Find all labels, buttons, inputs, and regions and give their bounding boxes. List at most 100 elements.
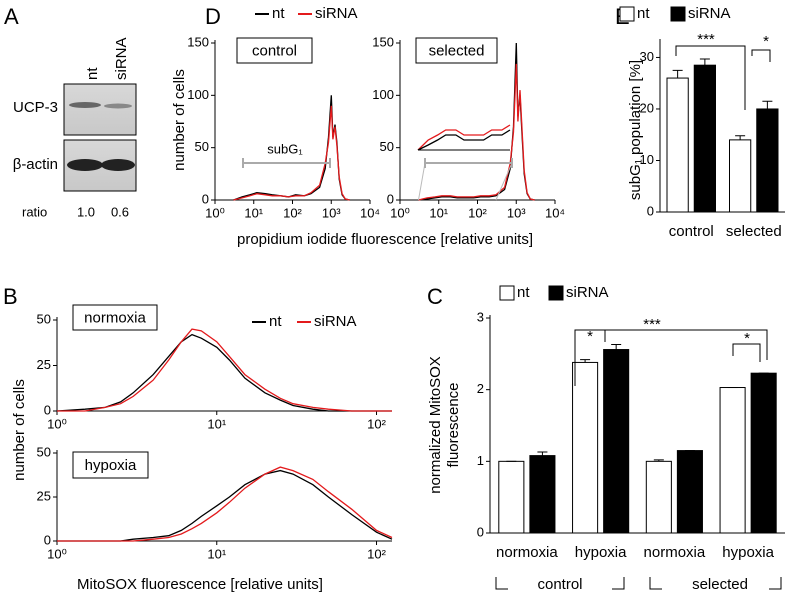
label-box bbox=[415, 37, 498, 64]
y-axis-label: fluorescence bbox=[445, 382, 462, 467]
inset-line bbox=[417, 124, 511, 151]
inset-line bbox=[417, 129, 511, 151]
row-label: β-actin bbox=[13, 156, 58, 173]
panel-letter: C bbox=[427, 284, 443, 309]
legend-label: siRNA bbox=[688, 5, 731, 22]
error-bar bbox=[580, 359, 591, 363]
x-axis-label: MitoSOX fluorescence [relative units] bbox=[77, 576, 323, 593]
blot-band bbox=[101, 159, 135, 171]
x-tick-label: 10³ bbox=[322, 205, 341, 220]
bar bbox=[756, 108, 779, 213]
legend-swatch bbox=[548, 285, 564, 301]
box-label: selected bbox=[429, 42, 485, 59]
error-bar bbox=[762, 100, 773, 109]
error-bar bbox=[653, 459, 664, 462]
significance-label: *** bbox=[643, 316, 661, 333]
subg1-bracket bbox=[242, 158, 331, 168]
legend-label: nt bbox=[272, 5, 285, 22]
significance-bracket bbox=[575, 329, 768, 360]
x-tick-label: 10⁴ bbox=[545, 205, 565, 220]
y-tick-label: 0 bbox=[202, 191, 209, 206]
histogram-line bbox=[57, 328, 392, 412]
y-tick-label: 1 bbox=[477, 453, 484, 468]
lane-label: siRNA bbox=[113, 37, 130, 80]
bar bbox=[666, 77, 689, 213]
y-tick-label: 0 bbox=[44, 532, 51, 547]
error-bar bbox=[672, 69, 683, 79]
y-tick-label: 50 bbox=[380, 139, 394, 154]
group-label: control bbox=[537, 576, 582, 593]
bar bbox=[750, 372, 777, 534]
y-tick-label: 100 bbox=[372, 87, 394, 102]
x-tick-label: 10⁰ bbox=[47, 416, 67, 431]
x-tick-label: 10¹ bbox=[207, 546, 226, 561]
box-label: hypoxia bbox=[85, 457, 137, 474]
ratio-value: 0.6 bbox=[111, 204, 129, 219]
y-tick-label: 0 bbox=[44, 402, 51, 417]
y-tick-label: 50 bbox=[37, 444, 51, 459]
lane-label: nt bbox=[84, 67, 101, 80]
x-tick-label: 10² bbox=[367, 416, 386, 431]
y-tick-label: 2 bbox=[477, 381, 484, 396]
histogram-line bbox=[57, 466, 393, 542]
box-label: normoxia bbox=[84, 309, 146, 326]
significance-label: *** bbox=[697, 31, 715, 48]
x-tick-label: hypoxia bbox=[722, 544, 774, 561]
x-tick-label: 10¹ bbox=[207, 416, 226, 431]
x-axis-label: propidium iodide fluorescence [relative … bbox=[237, 231, 533, 248]
histogram-line bbox=[56, 333, 392, 412]
x-tick-label: 10² bbox=[468, 205, 487, 220]
y-tick-label: 0 bbox=[477, 524, 484, 539]
legend-swatch bbox=[670, 6, 686, 22]
group-label: selected bbox=[692, 576, 748, 593]
x-tick-label: 10⁰ bbox=[47, 546, 67, 561]
bar bbox=[529, 455, 556, 534]
legend-label: nt bbox=[517, 284, 530, 301]
significance-bracket bbox=[675, 45, 746, 110]
histogram-line bbox=[418, 63, 535, 201]
legend-swatch bbox=[499, 285, 515, 301]
panel-letter: D bbox=[205, 4, 221, 29]
blot-frame bbox=[63, 83, 137, 136]
label-box bbox=[72, 304, 158, 331]
x-tick-label: hypoxia bbox=[575, 544, 627, 561]
error-bar bbox=[611, 344, 622, 350]
group-bracket bbox=[495, 577, 625, 590]
error-bar bbox=[699, 58, 710, 66]
y-tick-label: 0 bbox=[647, 203, 654, 218]
subg1-bracket bbox=[424, 158, 513, 168]
bar bbox=[498, 460, 525, 534]
blot-band bbox=[67, 159, 103, 171]
panel-letter: A bbox=[4, 4, 19, 29]
label-box bbox=[236, 37, 313, 64]
box-label: control bbox=[252, 42, 297, 59]
ratio-label: ratio bbox=[22, 204, 47, 219]
y-axis-label: number of cells bbox=[171, 69, 188, 171]
legend-label: siRNA bbox=[315, 5, 358, 22]
legend-label: siRNA bbox=[314, 313, 357, 330]
y-axis-label: normalized MitoSOX bbox=[427, 356, 444, 494]
y-tick-label: 25 bbox=[37, 357, 51, 372]
blot-band bbox=[104, 103, 132, 109]
legend-label: nt bbox=[637, 5, 650, 22]
bar bbox=[729, 139, 752, 213]
x-tick-label: 10⁴ bbox=[360, 205, 380, 220]
y-tick-label: 3 bbox=[477, 309, 484, 324]
bar bbox=[603, 349, 630, 534]
legend-label: siRNA bbox=[566, 284, 609, 301]
y-axis-label: number of cells bbox=[11, 379, 28, 481]
x-tick-label: 10² bbox=[367, 546, 386, 561]
y-tick-label: 100 bbox=[187, 87, 209, 102]
y-tick-label: 50 bbox=[37, 311, 51, 326]
inset-connector bbox=[418, 162, 513, 201]
subg1-label: subG₁ bbox=[267, 141, 303, 156]
y-axis-label: subG₁ population [%] bbox=[627, 60, 644, 200]
x-tick-label: 10³ bbox=[507, 205, 526, 220]
significance-bracket bbox=[751, 49, 771, 62]
bar bbox=[572, 361, 599, 534]
bar bbox=[693, 64, 716, 213]
x-tick-label: 10⁰ bbox=[390, 205, 410, 220]
legend-label: nt bbox=[269, 313, 282, 330]
group-bracket bbox=[649, 577, 782, 590]
